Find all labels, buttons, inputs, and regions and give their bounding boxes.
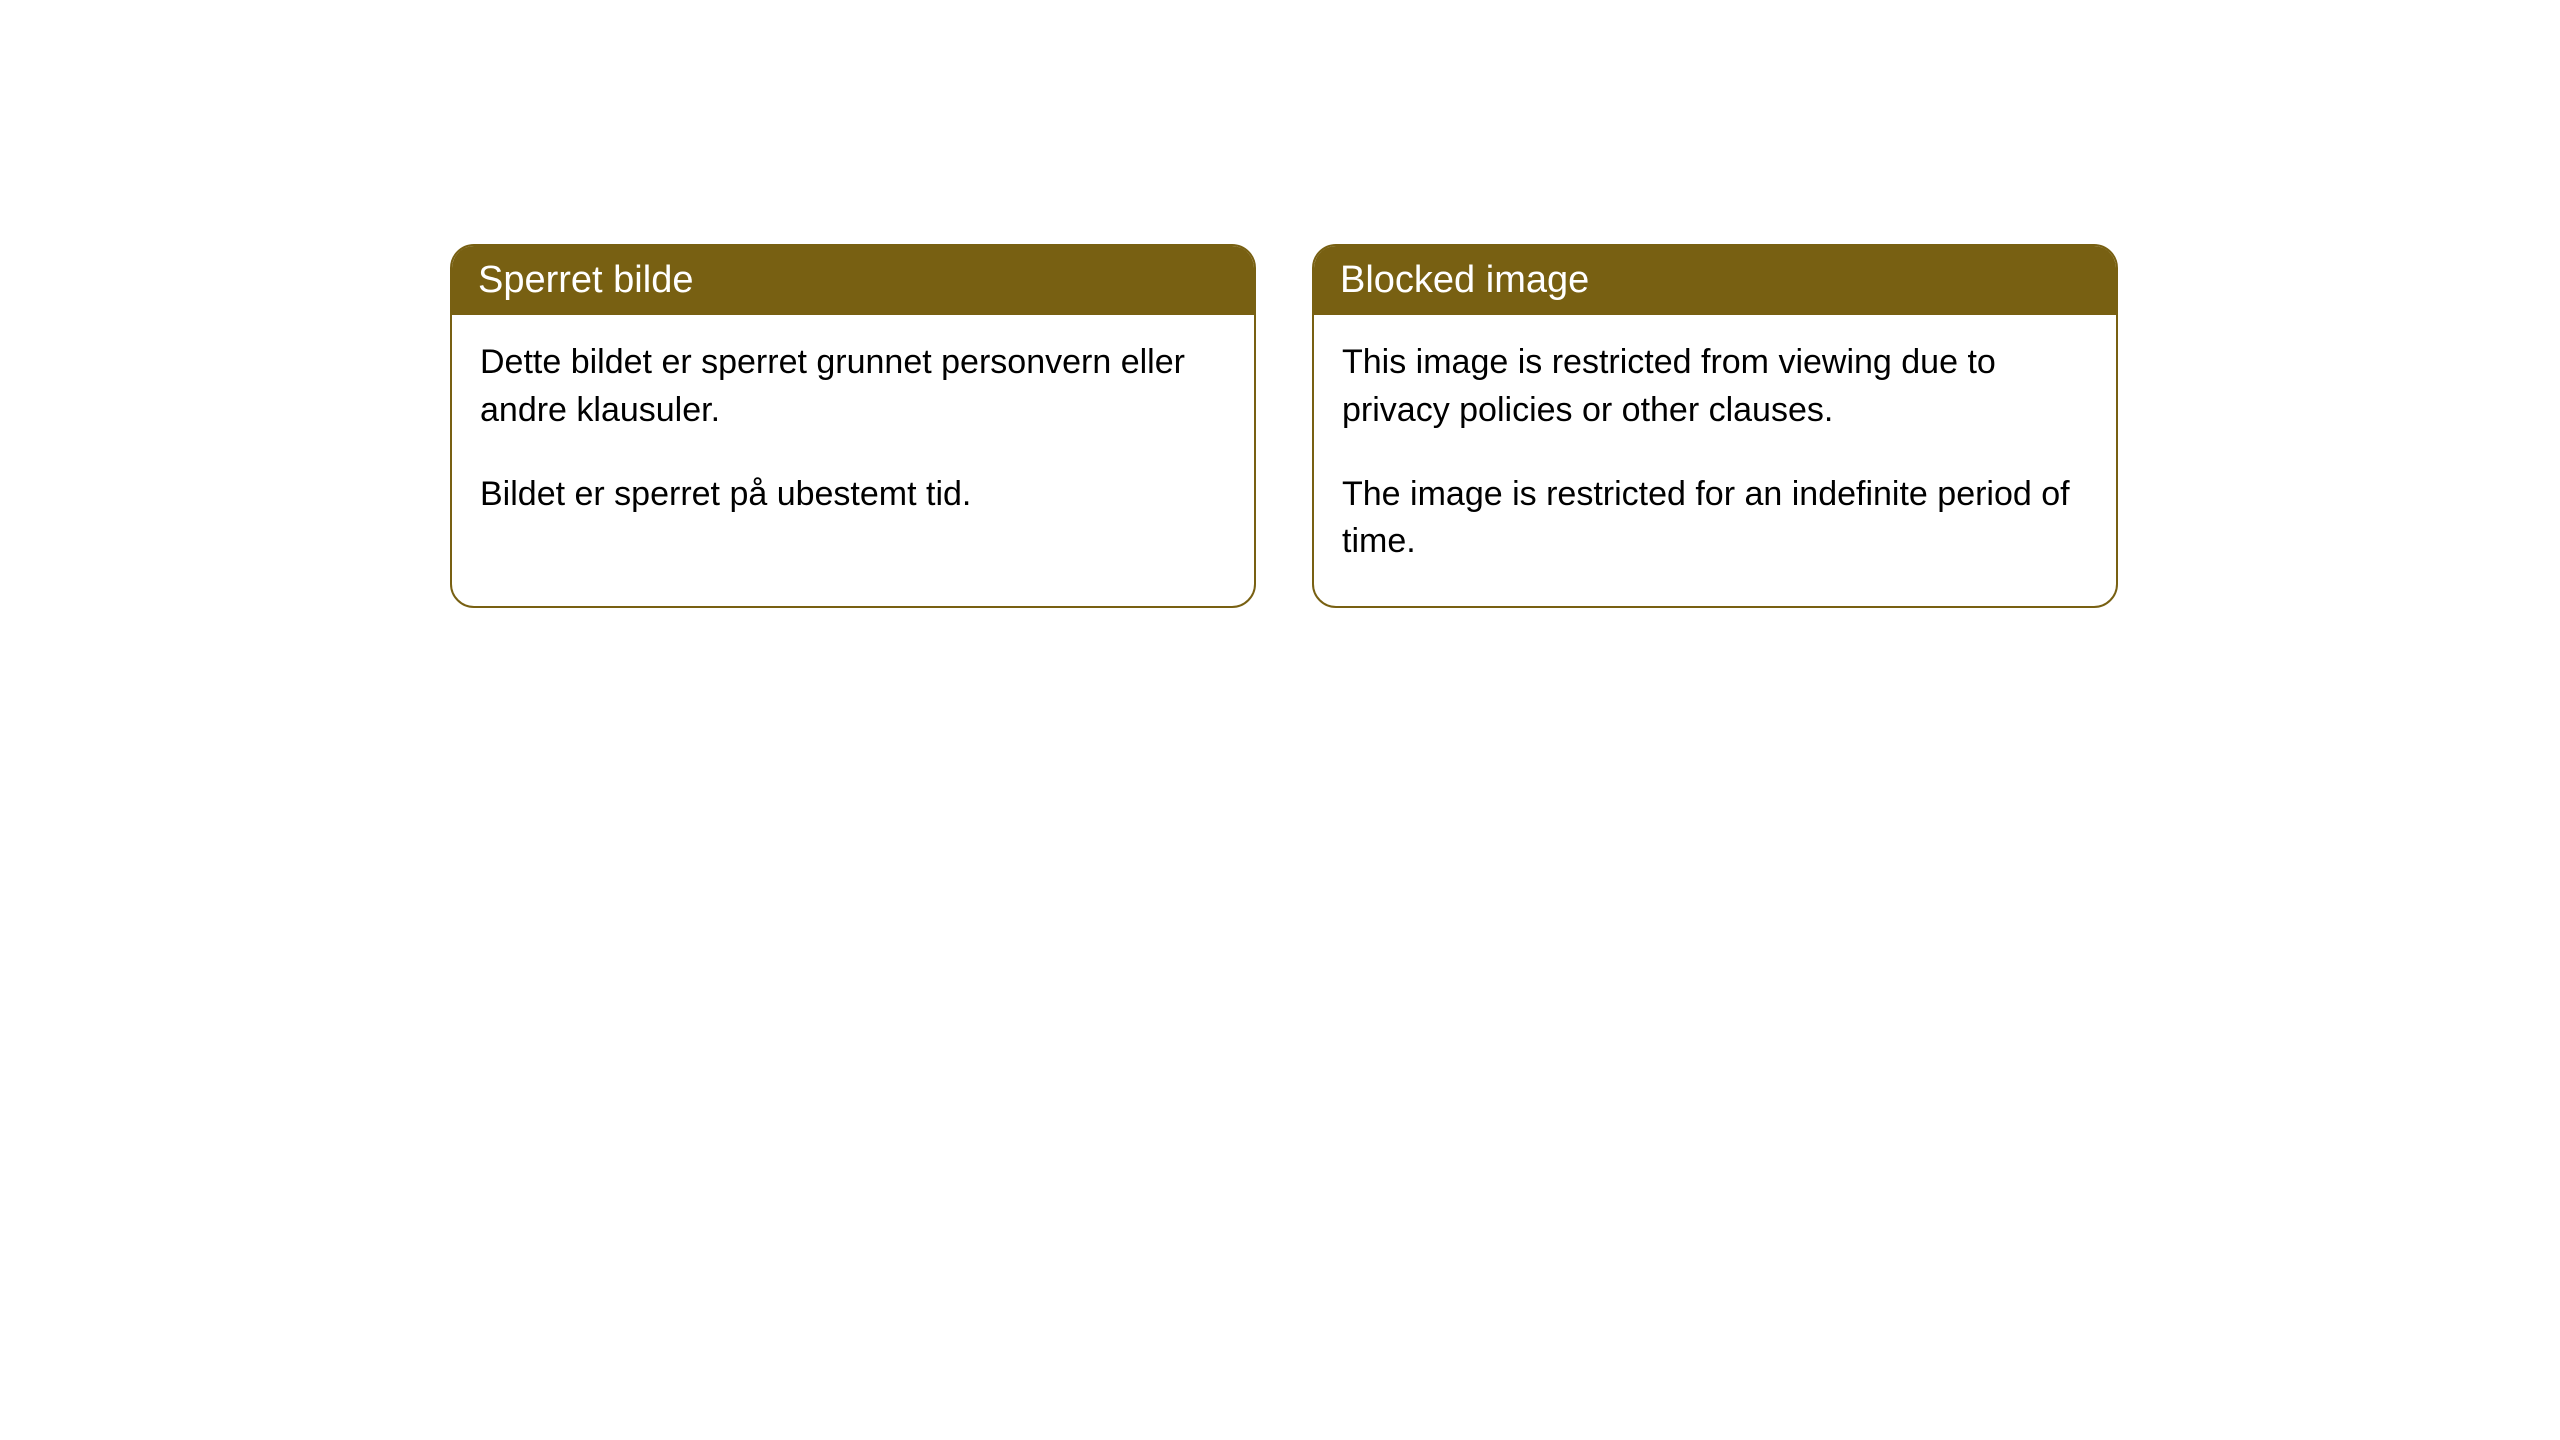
cards-container: Sperret bilde Dette bildet er sperret gr… (450, 244, 2118, 608)
paragraph-1-norwegian: Dette bildet er sperret grunnet personve… (480, 339, 1226, 434)
card-body-english: This image is restricted from viewing du… (1314, 315, 2116, 605)
paragraph-1-english: This image is restricted from viewing du… (1342, 339, 2088, 434)
card-body-norwegian: Dette bildet er sperret grunnet personve… (452, 315, 1254, 558)
card-english: Blocked image This image is restricted f… (1312, 244, 2118, 608)
paragraph-2-english: The image is restricted for an indefinit… (1342, 471, 2088, 566)
card-header-english: Blocked image (1314, 246, 2116, 315)
card-header-norwegian: Sperret bilde (452, 246, 1254, 315)
paragraph-2-norwegian: Bildet er sperret på ubestemt tid. (480, 471, 1226, 519)
card-norwegian: Sperret bilde Dette bildet er sperret gr… (450, 244, 1256, 608)
